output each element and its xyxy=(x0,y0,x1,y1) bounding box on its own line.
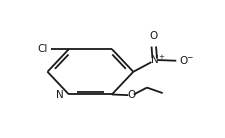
Text: O: O xyxy=(179,56,187,66)
Text: N: N xyxy=(150,55,158,65)
Text: +: + xyxy=(158,54,163,60)
Text: O: O xyxy=(149,31,157,41)
Text: −: − xyxy=(185,53,191,63)
Text: Cl: Cl xyxy=(37,44,47,54)
Text: O: O xyxy=(126,90,135,100)
Text: N: N xyxy=(55,90,63,100)
